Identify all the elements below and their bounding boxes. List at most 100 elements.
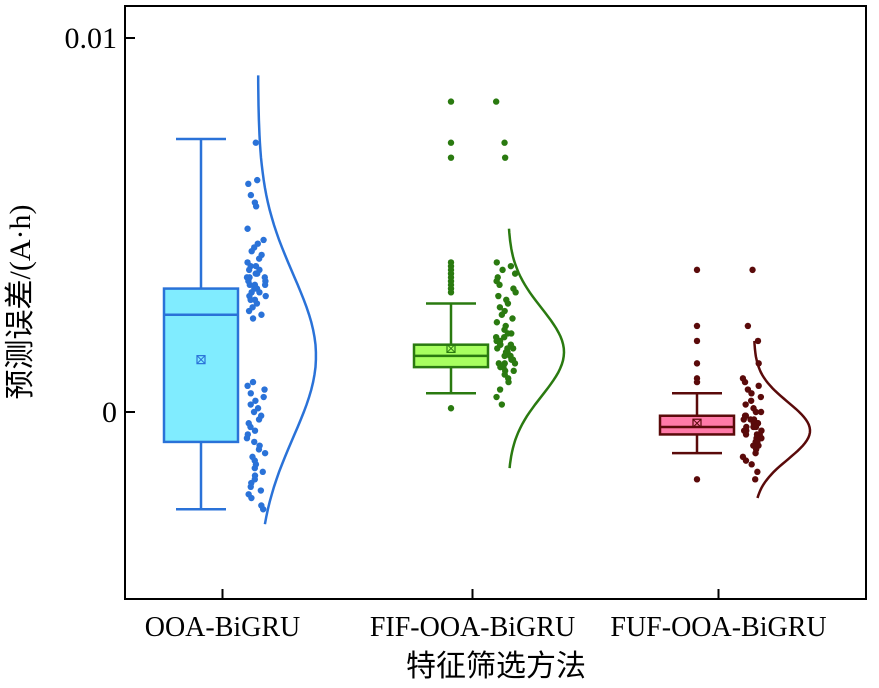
data-point — [501, 334, 508, 341]
mean-marker-cross — [446, 344, 456, 353]
outlier-point — [693, 337, 701, 345]
data-point — [251, 464, 258, 472]
data-point — [497, 363, 504, 371]
outlier-point — [693, 266, 701, 274]
data-point — [495, 292, 502, 300]
data-point — [741, 378, 749, 386]
mean-marker — [692, 418, 702, 428]
mean-marker-cross — [196, 355, 206, 364]
data-point — [748, 461, 755, 468]
data-point — [752, 476, 759, 483]
outlier-point — [693, 322, 701, 330]
data-point — [498, 311, 506, 318]
data-point — [247, 401, 254, 408]
data-point — [252, 397, 259, 404]
data-point — [257, 487, 265, 494]
data-point — [496, 304, 504, 311]
data-point — [247, 423, 254, 431]
data-point — [254, 405, 262, 412]
data-point — [261, 386, 268, 393]
data-point — [501, 352, 508, 360]
data-point — [253, 300, 261, 307]
x-tick-labels: OOA-BiGRU FIF-OOA-BiGRU FUF-OOA-BiGRU — [145, 589, 827, 643]
data-point — [245, 180, 252, 188]
data-point — [742, 431, 750, 438]
data-point — [747, 397, 755, 404]
box-iqr — [162, 287, 240, 444]
data-point — [260, 236, 267, 244]
data-point — [493, 393, 500, 401]
data-point — [494, 345, 501, 352]
data-point — [493, 259, 500, 266]
data-point — [249, 378, 257, 386]
data-point — [504, 300, 512, 307]
y-ticks: 0.01 0 — [65, 22, 135, 429]
box-group-3 — [658, 266, 812, 499]
data-point — [493, 319, 501, 326]
data-point — [261, 281, 269, 289]
y-axis-title: 预测误差/(A·h) — [4, 205, 37, 400]
data-point — [501, 154, 509, 161]
data-point — [246, 281, 253, 289]
data-point — [505, 378, 512, 386]
outlier-point — [693, 378, 701, 386]
data-point — [255, 416, 263, 423]
box-group-2 — [412, 98, 566, 469]
data-point — [511, 270, 519, 277]
x-tick-label: FUF-OOA-BiGRU — [610, 612, 826, 643]
data-point — [248, 494, 255, 502]
data-point — [244, 225, 251, 232]
mean-marker — [446, 343, 456, 354]
outlier-point — [447, 98, 455, 105]
outlier-point — [693, 476, 701, 483]
data-point — [757, 408, 765, 416]
outlier-point — [693, 360, 701, 367]
data-point — [245, 307, 253, 315]
data-point — [757, 393, 765, 401]
mean-marker-cross — [692, 418, 702, 428]
plot-frame — [124, 5, 867, 600]
mean-marker — [196, 355, 206, 365]
data-point — [250, 408, 258, 416]
data-point — [754, 468, 761, 476]
density-curve — [507, 228, 566, 469]
data-point — [258, 311, 265, 318]
data-point — [750, 423, 757, 431]
density-curve — [256, 75, 318, 525]
data-point — [501, 139, 508, 146]
data-point — [251, 438, 258, 446]
data-point — [243, 434, 251, 442]
data-point — [255, 446, 263, 453]
data-point — [252, 139, 260, 146]
data-point — [496, 281, 503, 289]
data-point — [752, 449, 759, 457]
outlier-point — [447, 405, 455, 412]
data-point — [247, 296, 254, 303]
box-iqr — [658, 414, 736, 436]
data-point — [496, 386, 504, 393]
data-point — [509, 315, 516, 322]
data-point — [507, 262, 515, 270]
data-point — [752, 408, 760, 416]
data-point — [742, 401, 749, 408]
data-point — [492, 98, 500, 105]
data-point — [249, 315, 257, 322]
box-group-1 — [162, 75, 318, 525]
data-point — [510, 367, 517, 375]
data-point — [247, 390, 254, 397]
data-point — [262, 292, 269, 300]
data-point — [252, 203, 260, 210]
data-point — [259, 506, 267, 513]
data-point — [744, 322, 752, 330]
outlier-point — [447, 154, 455, 161]
data-point — [247, 191, 255, 199]
data-point — [754, 337, 762, 345]
data-point — [251, 427, 259, 434]
data-point — [252, 270, 259, 277]
data-point — [248, 247, 255, 255]
data-point — [755, 382, 762, 390]
data-point — [244, 382, 251, 390]
x-axis-title: 特征筛选方法 — [406, 650, 586, 683]
density-curve — [753, 340, 812, 499]
